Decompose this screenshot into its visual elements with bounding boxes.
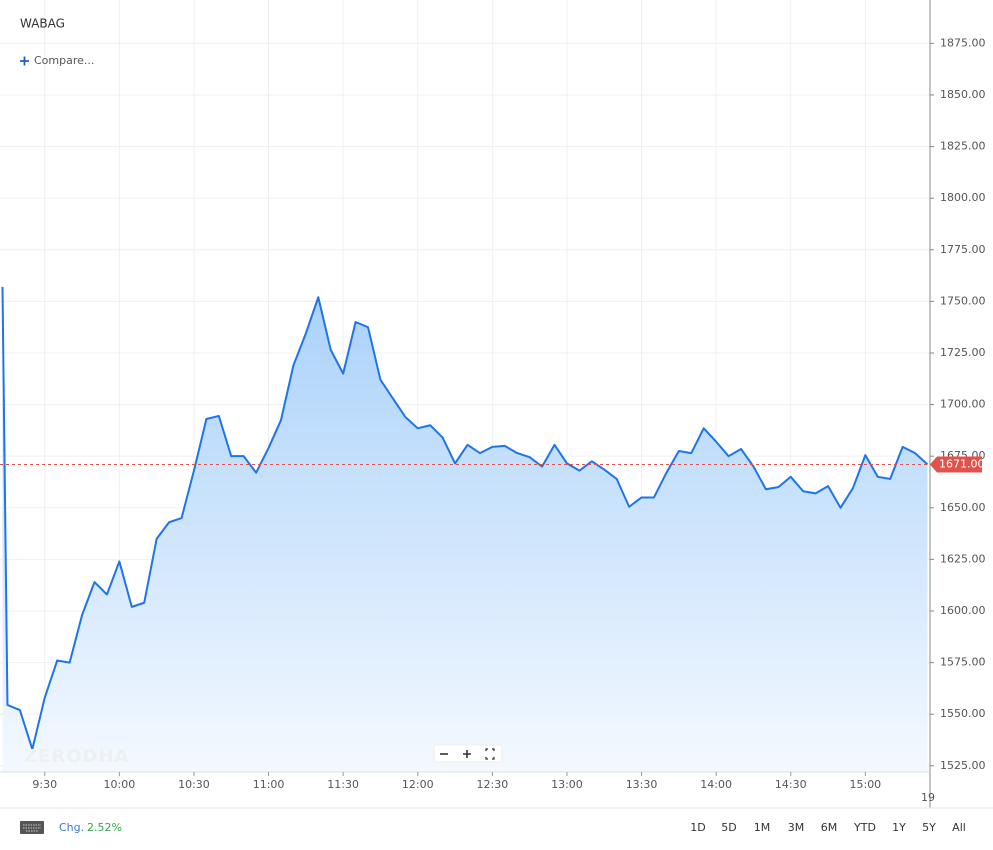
x-tick-label: 13:30 (626, 778, 658, 791)
last-price-label: 1671.00 (939, 457, 985, 470)
y-tick-label: 1650.00 (940, 501, 986, 514)
plus-icon (20, 56, 29, 66)
compare-label[interactable]: Compare... (34, 54, 94, 67)
plot-area (1, 286, 929, 772)
range-buttons: 1D 5D 1M 3M 6M YTD 1Y 5Y All (690, 821, 966, 834)
x-tick-label: 11:00 (253, 778, 285, 791)
range-button[interactable]: 5Y (922, 821, 936, 834)
range-button[interactable]: 5D (721, 821, 736, 834)
y-tick-label: 1875.00 (940, 36, 986, 49)
y-tick-label: 1750.00 (940, 294, 986, 307)
y-tick-label: 1775.00 (940, 243, 986, 256)
price-area (2, 286, 928, 772)
range-button[interactable]: All (952, 821, 966, 834)
fullscreen[interactable] (485, 748, 495, 760)
zoom-in[interactable] (463, 750, 471, 758)
x-tick-label: 15:00 (849, 778, 881, 791)
change-label: Chg. (59, 821, 84, 834)
x-tick-label: 14:30 (775, 778, 807, 791)
y-tick-label: 1850.00 (940, 88, 986, 101)
watermark: ZERODHA (24, 746, 129, 767)
y-tick-label: 1625.00 (940, 552, 986, 565)
x-tick-label: 12:00 (402, 778, 434, 791)
y-tick-label: 1550.00 (940, 707, 986, 720)
x-tick-label: 13:00 (551, 778, 583, 791)
range-button[interactable]: 1Y (892, 821, 906, 834)
x-tick-label: 10:00 (104, 778, 136, 791)
range-button[interactable]: 6M (821, 821, 838, 834)
x-tick-label: 12:30 (477, 778, 509, 791)
chart-title: WABAG (20, 17, 65, 31)
price-line (1, 286, 929, 751)
x-tick-label: 9:30 (32, 778, 57, 791)
range-button[interactable]: 1D (690, 821, 705, 834)
keyboard-keys (23, 824, 41, 832)
change-value: 2.52% (87, 821, 122, 834)
y-tick-label: 1575.00 (940, 656, 986, 669)
y-tick-label: 1525.00 (940, 759, 986, 772)
range-button[interactable]: 1M (754, 821, 771, 834)
compare-button[interactable]: Compare... (20, 54, 94, 67)
y-tick-label: 1600.00 (940, 604, 986, 617)
range-button[interactable]: YTD (853, 821, 876, 834)
x-tick-label: 14:00 (700, 778, 732, 791)
range-button[interactable]: 3M (788, 821, 805, 834)
zoom-controls (433, 744, 503, 763)
x-tick-label: 11:30 (327, 778, 359, 791)
y-tick-label: 1700.00 (940, 398, 986, 411)
x-tick-label: 10:30 (178, 778, 210, 791)
date-label: 19 (921, 791, 935, 804)
y-tick-label: 1725.00 (940, 346, 986, 359)
y-tick-label: 1800.00 (940, 191, 986, 204)
keyboard-icon[interactable] (20, 821, 44, 834)
y-tick-label: 1825.00 (940, 140, 986, 153)
last-price-tag (930, 456, 982, 473)
